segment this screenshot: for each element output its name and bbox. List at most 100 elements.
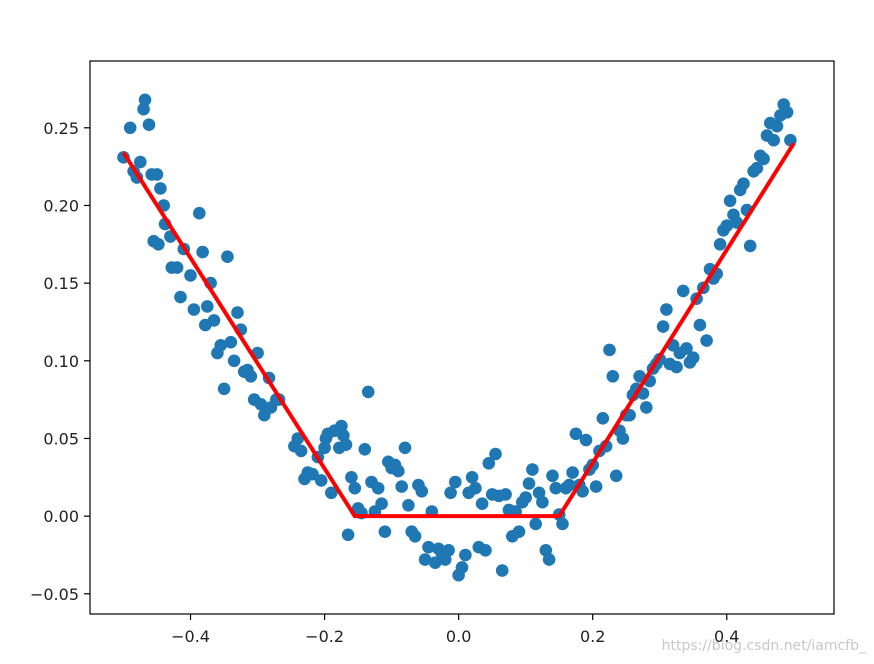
scatter-point [579, 433, 593, 447]
y-tick-label: 0.10 [43, 352, 79, 371]
scatter-point [318, 441, 331, 455]
scatter-point [536, 495, 549, 509]
scatter-point [174, 290, 187, 304]
scatter-point [680, 342, 693, 355]
scatter-point [221, 250, 234, 263]
scatter-point [770, 119, 784, 133]
scatter-point [499, 488, 512, 501]
x-tick-label: 0.0 [446, 627, 471, 646]
scatter-point [123, 121, 137, 135]
scatter-point [138, 93, 152, 107]
scatter-point [640, 401, 653, 414]
scatter-point [720, 219, 734, 232]
x-tick-label: 0.2 [580, 627, 605, 646]
scatter-point [469, 481, 482, 495]
scatter-points [117, 93, 797, 582]
scatter-point [529, 517, 542, 531]
scatter-point [345, 471, 358, 484]
scatter-point [348, 481, 362, 495]
x-axis-ticks: −0.4 −0.2 0.0 0.2 0.4 [171, 614, 739, 646]
scatter-point [549, 481, 563, 495]
x-tick-label: −0.4 [171, 627, 210, 646]
scatter-point [767, 133, 780, 147]
scatter-point [314, 474, 328, 487]
scatter-point [137, 102, 150, 116]
scatter-point [750, 161, 764, 175]
x-tick-label: −0.2 [305, 627, 344, 646]
scatter-point [455, 561, 469, 574]
scatter-point [656, 320, 670, 333]
scatter-point [609, 469, 623, 483]
scatter-point [723, 194, 737, 208]
scatter-point [244, 370, 258, 383]
scatter-point [546, 469, 559, 483]
scatter-point [519, 491, 532, 504]
scatter-point [512, 525, 526, 538]
scatter-point [526, 463, 539, 476]
scatter-point [522, 477, 536, 490]
fit-line [121, 142, 796, 519]
scatter-point [154, 182, 167, 195]
scatter-point [415, 485, 429, 498]
scatter-point [402, 499, 415, 512]
scatter-point [371, 481, 385, 495]
scatter-point [495, 564, 509, 577]
scatter-point [214, 339, 227, 352]
scatter-point [562, 478, 576, 492]
scatter-point [418, 553, 432, 566]
fit-line-layer [121, 142, 796, 519]
scatter-point [700, 334, 713, 347]
scatter-point [184, 269, 197, 282]
scatter-point [395, 480, 409, 493]
scatter-point [294, 444, 308, 458]
y-tick-label: 0.20 [43, 196, 79, 215]
scatter-point [606, 370, 620, 383]
scatter-point [428, 556, 442, 569]
scatter-point [633, 370, 646, 383]
scatter-point [686, 351, 700, 365]
x-tick-label: 0.4 [714, 627, 739, 646]
scatter-point [325, 486, 338, 500]
scatter-point [254, 398, 268, 411]
scatter-point [207, 314, 221, 327]
scatter-point [335, 419, 348, 433]
scatter-point [576, 485, 589, 498]
scatter-point [444, 486, 457, 500]
scatter-point [224, 335, 238, 349]
scatter-point [134, 155, 147, 169]
scatter-point [398, 441, 412, 455]
scatter-point [780, 106, 794, 119]
scatter-point [603, 343, 616, 357]
y-tick-label: 0.15 [43, 274, 79, 293]
scatter-point [196, 245, 209, 259]
scatter-point [142, 118, 156, 131]
scatter-point [193, 206, 206, 220]
scatter-point [556, 517, 569, 531]
y-tick-label: 0.25 [43, 119, 79, 138]
scatter-point [479, 544, 492, 557]
scatter-point [459, 548, 472, 562]
scatter-point [596, 412, 610, 425]
scatter-point [660, 303, 673, 316]
scatter-point [375, 497, 388, 511]
scatter-point [341, 528, 355, 542]
scatter-point [489, 447, 502, 461]
scatter-point [566, 466, 579, 479]
y-tick-label: 0.05 [43, 429, 79, 448]
scatter-point [422, 540, 435, 554]
scatter-point [693, 318, 707, 332]
scatter-point [542, 553, 556, 566]
scatter-point [670, 360, 683, 374]
scatter-point [713, 238, 727, 251]
scatter-point [449, 475, 462, 489]
scatter-point [152, 238, 165, 251]
scatter-point [231, 306, 244, 319]
scatter-point [757, 152, 770, 166]
watermark: https://blog.csdn.net/iamcfb_ [661, 638, 866, 654]
scatter-point [291, 432, 305, 445]
scatter-point [482, 457, 496, 470]
scatter-point [392, 464, 405, 478]
scatter-point [465, 471, 479, 484]
y-tick-label: 0.00 [43, 507, 79, 526]
scatter-point [442, 544, 455, 557]
